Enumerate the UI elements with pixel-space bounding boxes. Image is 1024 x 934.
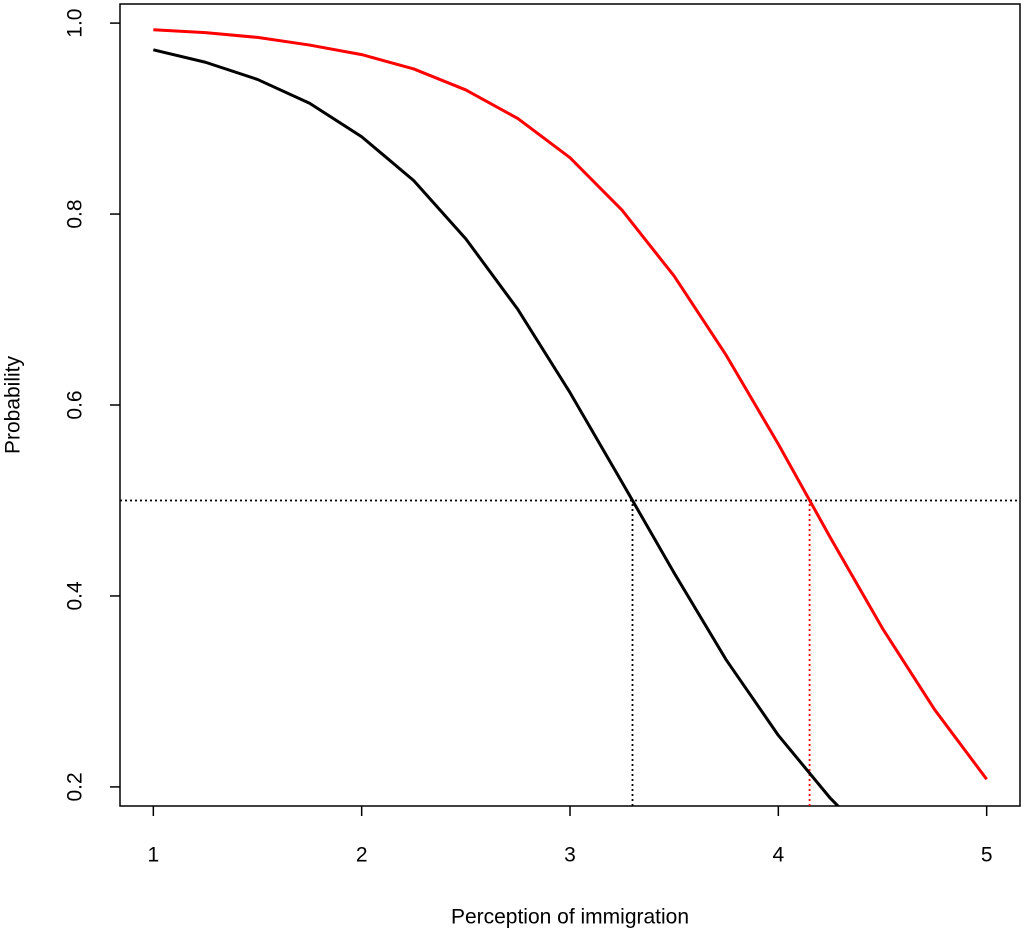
x-tick-label: 5	[981, 844, 993, 867]
y-axis-label: Probability	[2, 355, 25, 454]
plot-frame	[119, 3, 1021, 807]
y-tick-label: 0.6	[64, 390, 87, 419]
y-tick-label: 0.4	[64, 581, 87, 611]
y-tick-label: 1.0	[64, 8, 87, 37]
x-tick-label: 2	[356, 844, 368, 867]
data-line	[153, 28, 988, 781]
x-tick-label: 3	[564, 844, 576, 867]
x-tick-label: 1	[147, 844, 159, 867]
x-axis-label: Perception of immigration	[451, 906, 689, 929]
plot-area	[120, 28, 1020, 806]
x-tick-label: 4	[772, 844, 784, 867]
y-tick-label: 0.8	[64, 199, 87, 228]
y-tick-label: 0.2	[64, 772, 87, 801]
data-line	[152, 48, 841, 806]
